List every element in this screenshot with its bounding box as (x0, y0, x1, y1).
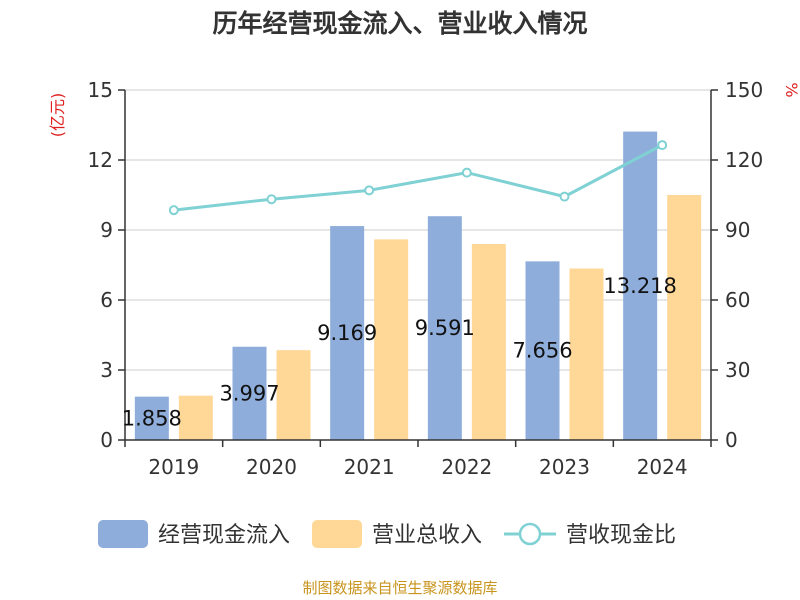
bar (471, 244, 506, 440)
y-tick-label-left: 3 (100, 358, 113, 382)
bar (569, 268, 604, 440)
data-label: 9.169 (317, 321, 377, 345)
bar (330, 226, 365, 440)
line-point (559, 191, 570, 202)
x-tick-label: 2022 (441, 455, 492, 479)
data-label: 13.218 (603, 274, 676, 298)
y-tick-label-right: 60 (725, 288, 750, 312)
y-tick-label-right: 0 (725, 428, 738, 452)
y-tick-label-right: 90 (725, 218, 750, 242)
y-axis-unit-left: (亿元) (48, 93, 67, 138)
bar-marks (134, 131, 702, 440)
y-tick-label-left: 9 (100, 218, 113, 242)
x-tick-label: 2023 (539, 455, 590, 479)
y-tick-label-right: 150 (725, 78, 763, 102)
x-tick-label: 2021 (344, 455, 395, 479)
grid (125, 89, 711, 371)
bar (427, 216, 462, 440)
x-tick-label: 2019 (148, 455, 199, 479)
bar (232, 346, 267, 440)
legend-label: 营收现金比 (566, 523, 676, 548)
data-labels: 1.858 3.997 9.169 9.591 7.656 13.218 (122, 274, 677, 431)
x-tick-label: 2024 (637, 455, 688, 479)
legend-swatch (98, 520, 148, 548)
y-tick-label-left: 15 (88, 78, 113, 102)
data-label: 9.591 (415, 316, 475, 340)
y-tick-label-right: 30 (725, 358, 750, 382)
source-note: 制图数据来自恒生聚源数据库 (302, 579, 498, 597)
bar (134, 396, 169, 440)
chart-title: 历年经营现金流入、营业收入情况 (212, 9, 588, 38)
line-point (168, 205, 179, 216)
legend-marker (518, 522, 542, 546)
data-label: 7.656 (512, 339, 572, 363)
y-tick-label-left: 12 (88, 148, 113, 172)
y-tick-label-right: 120 (725, 148, 763, 172)
bar (178, 395, 213, 440)
legend-label: 经营现金流入 (158, 523, 290, 548)
legend: 经营现金流入 营业总收入 营收现金比 (98, 520, 676, 548)
line-point (657, 140, 668, 151)
data-label: 3.997 (219, 381, 279, 405)
data-label: 1.858 (122, 406, 182, 430)
line-point (266, 194, 277, 205)
y-axis-unit-right: % (782, 82, 800, 97)
x-tick-label: 2020 (246, 455, 297, 479)
legend-swatch (312, 520, 362, 548)
y-tick-label-left: 6 (100, 288, 113, 312)
bar (525, 261, 560, 440)
bar (667, 195, 702, 440)
bar (623, 131, 658, 440)
bar (276, 350, 311, 440)
legend-label: 营业总收入 (372, 523, 482, 548)
line-marks (168, 140, 668, 216)
y-tick-label-left: 0 (100, 428, 113, 452)
series-line (173, 143, 663, 212)
line-point (364, 185, 375, 196)
line-point (461, 167, 472, 178)
bar (374, 239, 409, 440)
